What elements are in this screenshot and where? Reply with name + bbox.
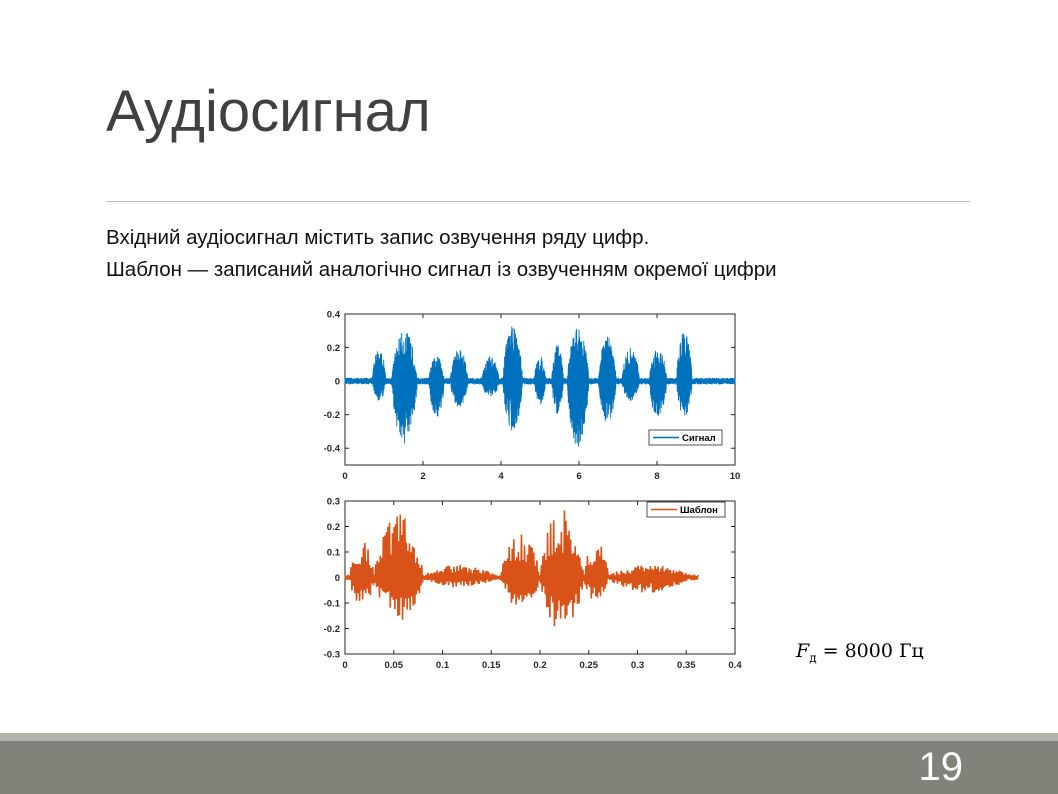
slide-body: Вхідний аудіосигнал містить запис озвуче… <box>106 222 777 286</box>
x-tick-label: 0 <box>342 660 347 671</box>
x-tick-label: 2 <box>420 471 425 482</box>
y-tick-label: -0.2 <box>324 410 340 421</box>
x-tick-label: 6 <box>576 471 581 482</box>
y-tick-label: 0.2 <box>327 343 340 354</box>
legend-label: Шаблон <box>680 505 718 516</box>
y-tick-label: 0 <box>335 377 340 388</box>
series-line <box>344 510 699 627</box>
y-tick-label: -0.4 <box>324 444 341 455</box>
x-tick-label: 0.4 <box>728 660 742 671</box>
fs-value: = 8000 Гц <box>816 640 924 662</box>
fs-symbol: F <box>796 640 810 662</box>
y-tick-label: 0.2 <box>327 522 340 533</box>
y-tick-label: 0.3 <box>327 497 340 508</box>
legend-label: Сигнал <box>682 433 716 444</box>
x-tick-label: 0 <box>342 471 347 482</box>
x-tick-label: 0.25 <box>580 660 599 671</box>
template-chart: 0 0.05 0.1 0.15 0.2 0.25 0.3 0.35 0.40.30.20.10-… <box>324 497 743 672</box>
y-tick-label: 0 <box>335 573 340 584</box>
x-tick-label: 0.3 <box>631 660 644 671</box>
x-tick-label: 0.2 <box>533 660 546 671</box>
page-number: 19 <box>918 745 964 789</box>
x-tick-label: 0.35 <box>677 660 696 671</box>
x-tick-label: 0.15 <box>482 660 501 671</box>
footer-stripe <box>0 733 1058 741</box>
body-line-1: Вхідний аудіосигнал містить запис озвуче… <box>106 226 650 249</box>
series-line <box>344 326 736 447</box>
sampling-rate-formula: Fд = 8000 Гц <box>796 640 924 665</box>
y-tick-label: 0.1 <box>327 548 341 559</box>
x-tick-label: 0.1 <box>436 660 450 671</box>
x-tick-label: 8 <box>654 471 659 482</box>
y-tick-label: -0.3 <box>324 650 340 661</box>
title-divider <box>106 201 970 202</box>
y-tick-label: -0.1 <box>324 599 341 610</box>
y-tick-label: 0.4 <box>327 310 341 321</box>
y-tick-label: -0.2 <box>324 624 340 635</box>
x-tick-label: 0.05 <box>385 660 404 671</box>
signal-chart: 0 2 4 6 8 10 0.4 0.2 0 -0.2 -0.4 Сигнал <box>324 310 741 483</box>
body-line-2: Шаблон — записаний аналогічно сигнал із … <box>106 258 777 281</box>
footer-bar <box>0 741 1058 794</box>
slide-title: Аудіосигнал <box>106 79 431 144</box>
legend-box <box>646 501 726 518</box>
x-tick-label: 4 <box>498 471 504 482</box>
fs-subscript: д <box>809 650 817 665</box>
x-tick-label: 10 <box>730 471 741 482</box>
legend-box <box>648 429 723 446</box>
